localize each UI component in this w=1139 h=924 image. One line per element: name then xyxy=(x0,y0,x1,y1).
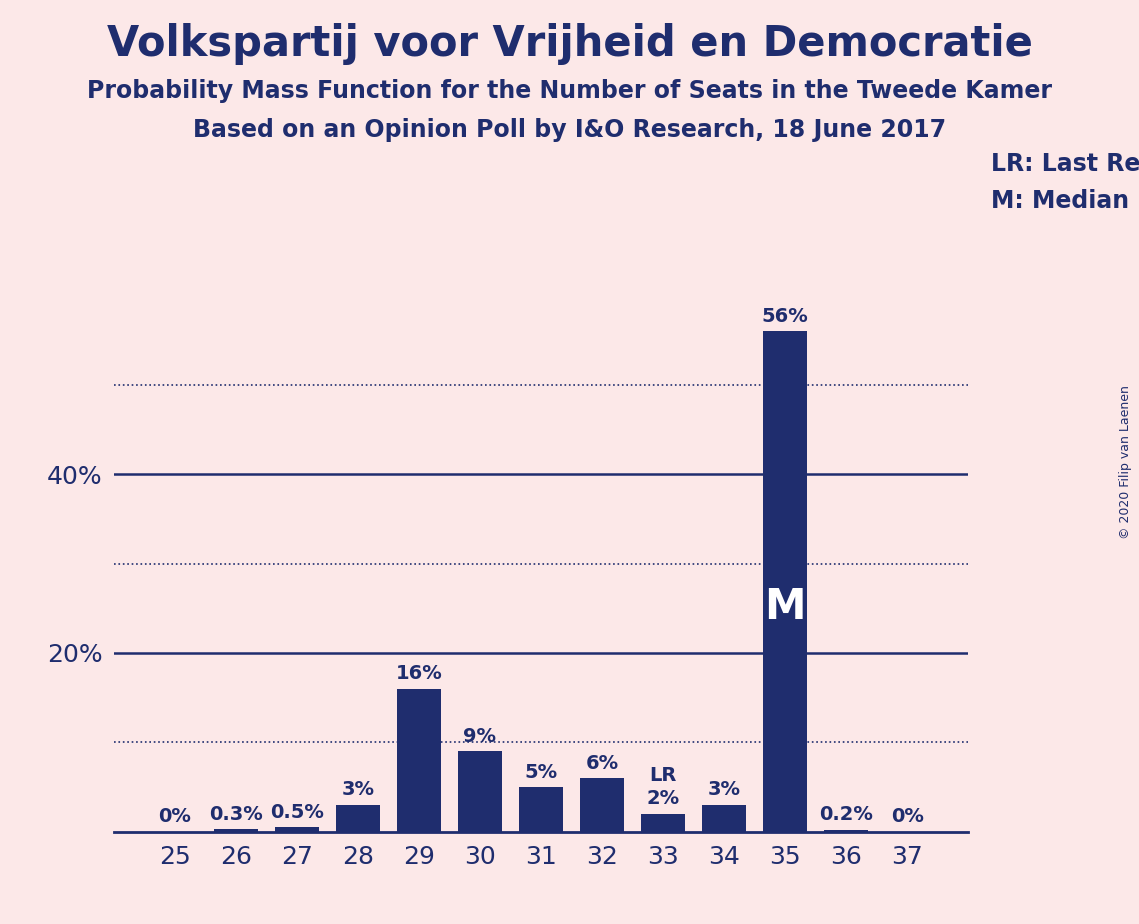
Text: 0%: 0% xyxy=(158,808,191,826)
Text: LR: LR xyxy=(649,766,677,785)
Text: Volkspartij voor Vrijheid en Democratie: Volkspartij voor Vrijheid en Democratie xyxy=(107,23,1032,65)
Text: M: Median: M: Median xyxy=(991,189,1129,213)
Text: 3%: 3% xyxy=(707,781,740,799)
Text: 0.2%: 0.2% xyxy=(819,806,874,824)
Text: 5%: 5% xyxy=(524,762,558,782)
Text: Based on an Opinion Poll by I&O Research, 18 June 2017: Based on an Opinion Poll by I&O Research… xyxy=(192,118,947,142)
Text: Probability Mass Function for the Number of Seats in the Tweede Kamer: Probability Mass Function for the Number… xyxy=(87,79,1052,103)
Bar xyxy=(763,332,808,832)
Text: 0%: 0% xyxy=(891,808,924,826)
Text: 2%: 2% xyxy=(647,789,680,808)
Bar xyxy=(396,688,441,832)
Text: 0.5%: 0.5% xyxy=(270,803,323,821)
Text: 56%: 56% xyxy=(762,307,809,326)
Bar xyxy=(641,814,686,832)
Bar xyxy=(519,787,563,832)
Bar xyxy=(458,751,502,832)
Bar xyxy=(825,830,868,832)
Text: 16%: 16% xyxy=(395,664,442,684)
Text: 6%: 6% xyxy=(585,754,618,772)
Text: M: M xyxy=(764,586,806,627)
Bar xyxy=(274,827,319,832)
Text: LR: Last Result: LR: Last Result xyxy=(991,152,1139,176)
Text: 3%: 3% xyxy=(342,781,375,799)
Text: 0.3%: 0.3% xyxy=(208,805,263,823)
Bar xyxy=(580,778,624,832)
Text: 9%: 9% xyxy=(464,727,497,746)
Bar xyxy=(214,829,257,832)
Text: © 2020 Filip van Laenen: © 2020 Filip van Laenen xyxy=(1118,385,1132,539)
Bar xyxy=(703,805,746,832)
Bar xyxy=(336,805,379,832)
